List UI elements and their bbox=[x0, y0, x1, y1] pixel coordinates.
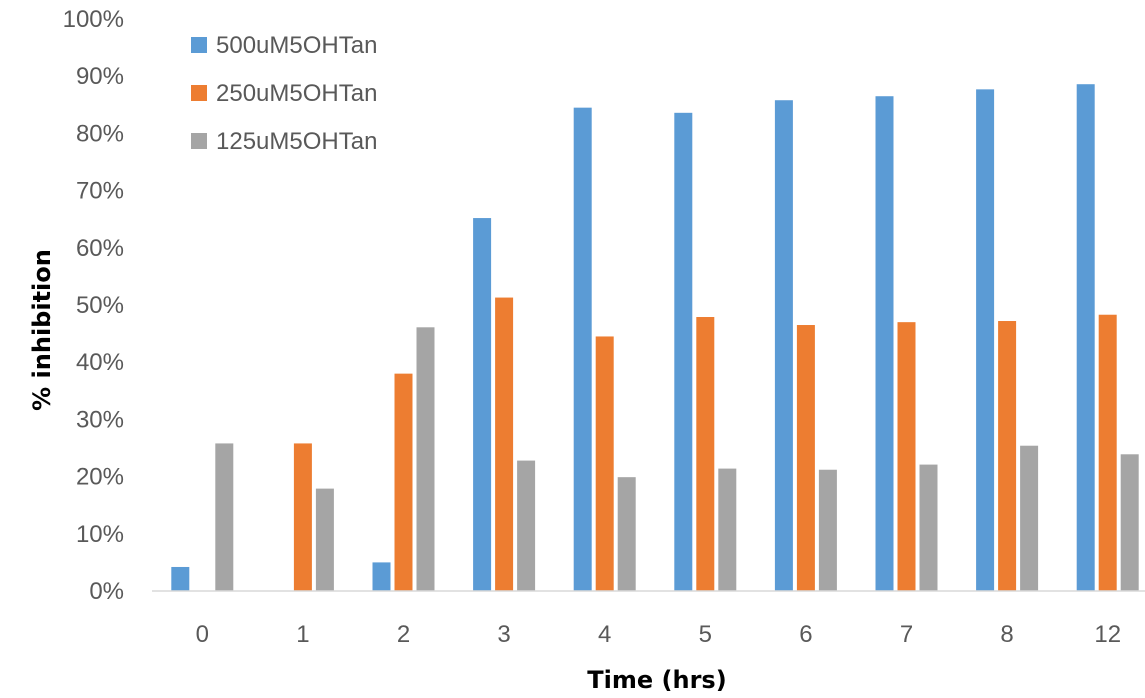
y-tick-label: 80% bbox=[76, 120, 124, 147]
x-tick-label: 12 bbox=[1094, 621, 1121, 648]
y-tick-label: 70% bbox=[76, 178, 124, 205]
bar bbox=[315, 488, 334, 591]
x-tick-label: 7 bbox=[900, 621, 913, 648]
y-tick-label: 0% bbox=[89, 578, 124, 605]
bar bbox=[416, 327, 435, 591]
legend-label: 125uM5OHTan bbox=[216, 128, 377, 155]
y-tick-label: 100% bbox=[63, 6, 124, 33]
bar bbox=[1120, 454, 1139, 591]
bar bbox=[595, 336, 614, 591]
bar bbox=[1020, 445, 1039, 591]
legend-label: 250uM5OHTan bbox=[216, 80, 377, 107]
bar bbox=[818, 469, 837, 591]
bar bbox=[215, 443, 234, 591]
x-tick-label: 6 bbox=[799, 621, 812, 648]
bar bbox=[293, 443, 312, 591]
x-axis-title: Time (hrs) bbox=[587, 666, 726, 694]
x-tick-label: 5 bbox=[699, 621, 712, 648]
bars bbox=[171, 84, 1139, 592]
x-tick-label: 4 bbox=[598, 621, 611, 648]
y-tick-label: 50% bbox=[76, 292, 124, 319]
bar bbox=[517, 460, 536, 591]
x-axis-tick-labels: 0 1 2 3 4 5 6 7 8 12 bbox=[196, 621, 1121, 648]
bar bbox=[696, 317, 715, 591]
y-tick-label: 90% bbox=[76, 63, 124, 90]
y-tick-label: 10% bbox=[76, 521, 124, 548]
x-tick-label: 0 bbox=[196, 621, 209, 648]
legend-swatch bbox=[191, 85, 207, 101]
legend-label: 500uM5OHTan bbox=[216, 32, 377, 59]
bar bbox=[897, 322, 916, 591]
x-tick-label: 1 bbox=[296, 621, 309, 648]
x-tick-label: 2 bbox=[397, 621, 410, 648]
bar bbox=[774, 100, 793, 591]
bar bbox=[674, 112, 693, 592]
x-tick-label: 3 bbox=[497, 621, 510, 648]
y-tick-label: 40% bbox=[76, 349, 124, 376]
y-tick-label: 30% bbox=[76, 406, 124, 433]
bar bbox=[796, 325, 815, 591]
y-axis-title: % inhibition bbox=[28, 249, 56, 411]
bar bbox=[372, 562, 391, 591]
bar bbox=[573, 107, 592, 591]
legend: 500uM5OHTan 250uM5OHTan 125uM5OHTan bbox=[191, 32, 377, 155]
y-tick-label: 60% bbox=[76, 235, 124, 262]
bar bbox=[998, 321, 1017, 591]
legend-swatch bbox=[191, 37, 207, 53]
bar bbox=[718, 468, 737, 591]
bar bbox=[171, 566, 190, 591]
bar bbox=[1076, 84, 1095, 591]
bar bbox=[976, 89, 995, 591]
bar bbox=[617, 477, 636, 591]
y-axis-tick-labels: 0% 10% 20% 30% 40% 50% 60% 70% 80% 90% 100% bbox=[63, 6, 124, 605]
bar bbox=[1098, 314, 1117, 591]
bar bbox=[473, 218, 492, 591]
bar bbox=[495, 297, 514, 591]
legend-swatch bbox=[191, 133, 207, 149]
bar bbox=[919, 464, 938, 591]
bar bbox=[875, 96, 894, 591]
bar bbox=[394, 373, 413, 591]
x-tick-label: 8 bbox=[1000, 621, 1013, 648]
y-tick-label: 20% bbox=[76, 464, 124, 491]
